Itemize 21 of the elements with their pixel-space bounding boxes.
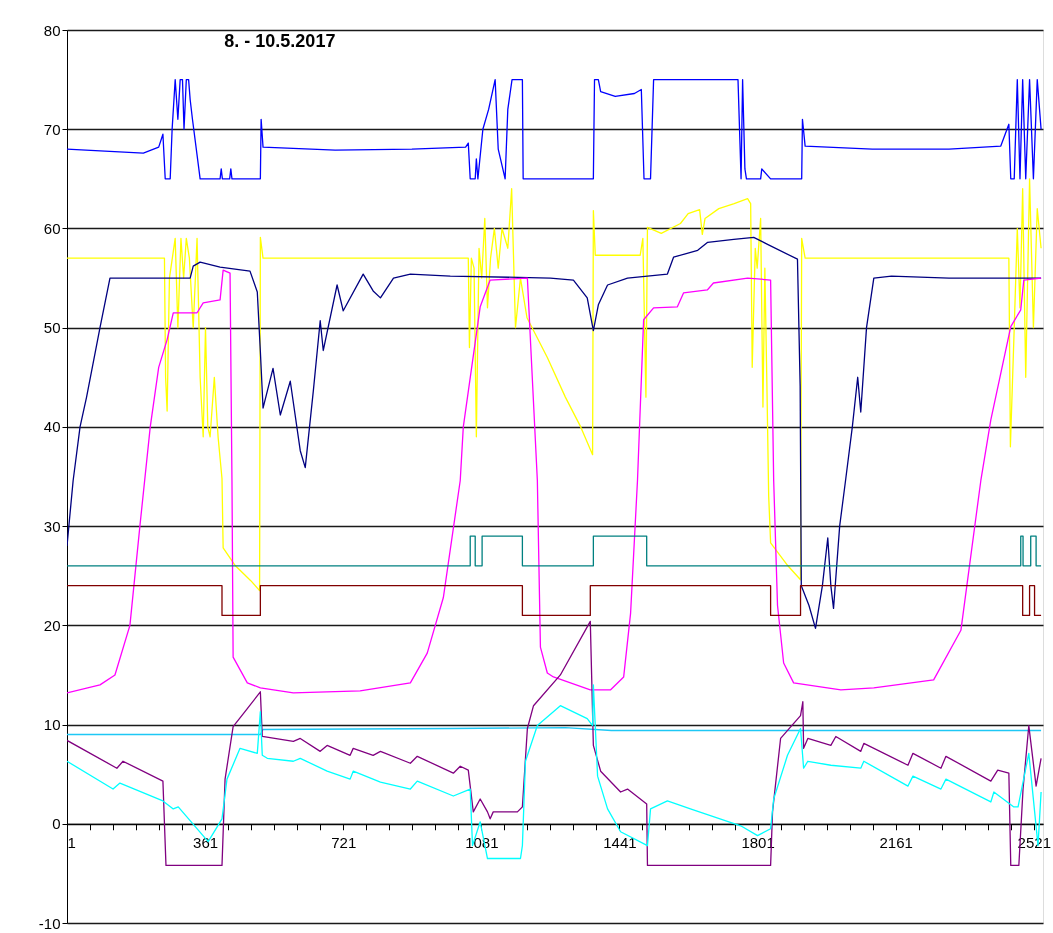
x-tick-label: 1441 (603, 834, 637, 852)
y-tick-label: 80 (43, 21, 61, 39)
line-series (67, 726, 1042, 736)
line-series (67, 178, 1042, 592)
y-tick-label: 20 (43, 616, 61, 634)
line-series (67, 236, 1042, 629)
y-tick-label: 60 (43, 219, 61, 237)
line-series (67, 269, 1042, 694)
x-tick-label: 2161 (879, 834, 913, 852)
y-tick-label: 10 (43, 716, 61, 734)
x-tick-label: 361 (193, 834, 219, 852)
x-tick-label: 1 (67, 834, 76, 852)
line-series (67, 78, 1042, 180)
y-tick-label: 40 (43, 418, 61, 436)
y-tick-label: 0 (52, 815, 61, 833)
y-tick-label: 30 (43, 517, 61, 535)
chart-title: 8. - 10.5.2017 (224, 31, 336, 51)
y-tick-label: -10 (38, 914, 61, 932)
y-tick-label: 70 (43, 120, 61, 138)
x-tick-label: 721 (331, 834, 357, 852)
y-tick-label: 50 (43, 319, 61, 337)
